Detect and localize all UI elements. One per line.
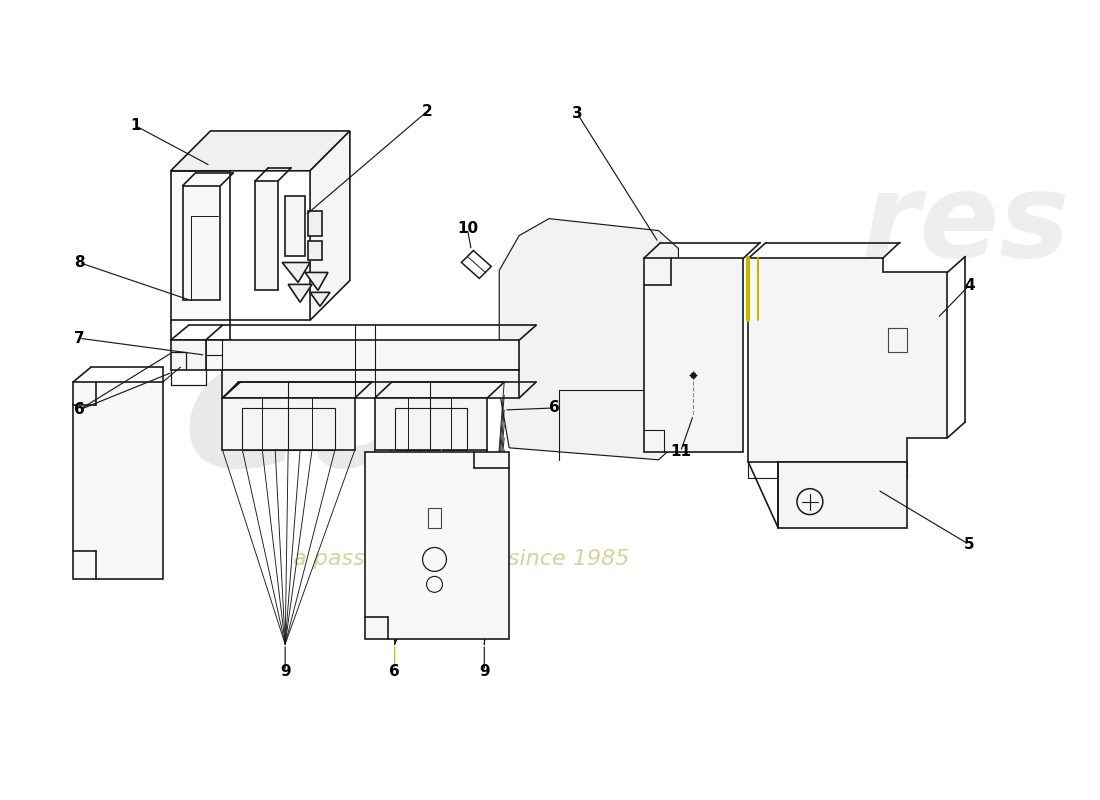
Text: 3: 3 [572, 106, 582, 121]
Polygon shape [183, 186, 220, 300]
Polygon shape [222, 398, 355, 450]
Polygon shape [222, 370, 519, 398]
Text: 9: 9 [279, 663, 290, 678]
Polygon shape [310, 292, 330, 306]
Polygon shape [170, 131, 350, 170]
Polygon shape [285, 196, 305, 255]
Polygon shape [310, 131, 350, 320]
Text: 6: 6 [389, 663, 400, 678]
Polygon shape [305, 273, 328, 290]
Polygon shape [308, 210, 322, 235]
Text: 1: 1 [131, 118, 141, 134]
Text: eu: eu [183, 328, 433, 504]
Polygon shape [748, 258, 947, 462]
Text: 10: 10 [456, 221, 477, 236]
Polygon shape [170, 340, 206, 370]
Polygon shape [644, 258, 744, 452]
Text: 5: 5 [964, 537, 975, 552]
Polygon shape [170, 170, 230, 320]
Text: 11: 11 [670, 444, 691, 459]
Polygon shape [375, 398, 487, 450]
Polygon shape [255, 181, 278, 290]
Polygon shape [206, 340, 519, 370]
Text: 6: 6 [74, 402, 85, 418]
Polygon shape [365, 452, 509, 639]
Text: a passion for parts since 1985: a passion for parts since 1985 [294, 550, 629, 570]
Polygon shape [499, 218, 679, 460]
Text: res: res [861, 167, 1069, 282]
Text: 8: 8 [74, 255, 85, 270]
Polygon shape [778, 462, 907, 527]
Polygon shape [73, 382, 163, 579]
Text: 4: 4 [964, 278, 975, 293]
Polygon shape [283, 262, 310, 282]
Text: 2: 2 [422, 103, 433, 118]
Polygon shape [288, 285, 312, 302]
Text: 7: 7 [74, 330, 85, 346]
Text: 6: 6 [549, 401, 560, 415]
Polygon shape [308, 241, 322, 261]
Text: 9: 9 [478, 663, 490, 678]
